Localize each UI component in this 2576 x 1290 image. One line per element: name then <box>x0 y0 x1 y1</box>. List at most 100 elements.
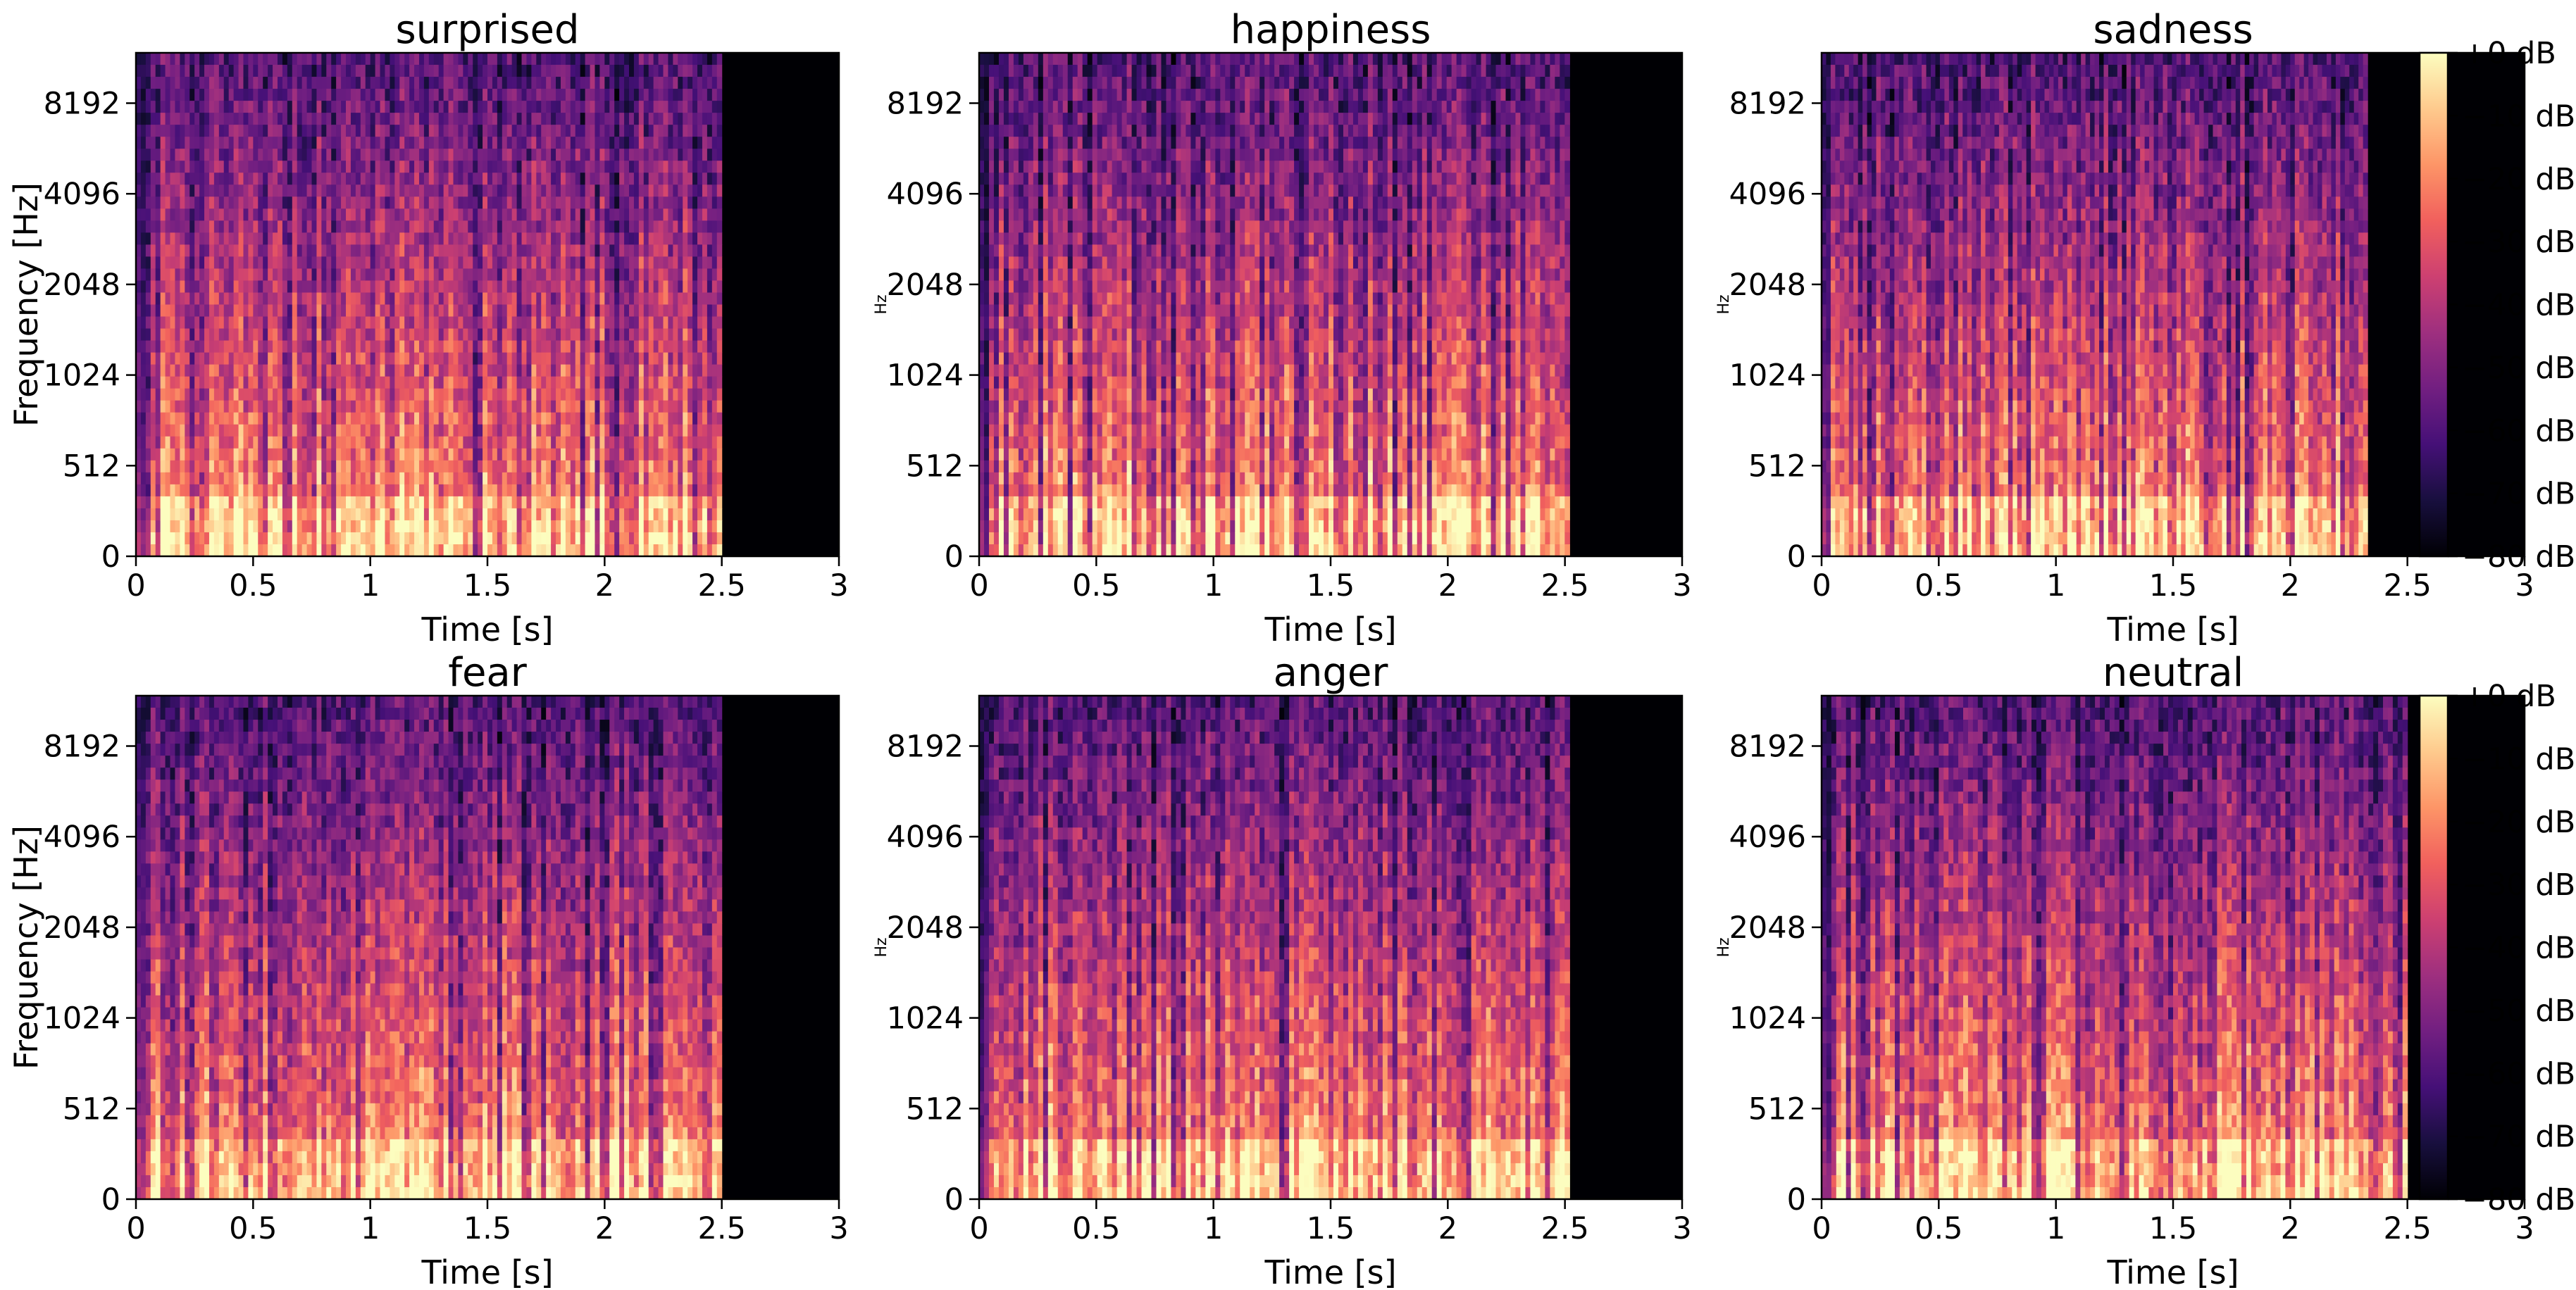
y-tick-label: 4096 <box>44 177 120 212</box>
x-tick-label: 1.5 <box>463 568 511 603</box>
colorbar-tick-label: +0 dB <box>2462 679 2556 714</box>
x-tick-label: 2 <box>595 1211 614 1246</box>
y-tick-label: 2048 <box>44 268 120 303</box>
colorbar-tick-label: −50 dB <box>2462 994 2575 1029</box>
panel-title: anger <box>1274 650 1389 696</box>
colorbar-tick-label: −50 dB <box>2462 351 2575 386</box>
y-tick-label: 0 <box>101 539 120 575</box>
x-tick-label: 2.5 <box>1541 1211 1588 1246</box>
y-tick-label: 0 <box>1787 1182 1806 1217</box>
spectrogram-image <box>136 53 723 557</box>
y-tick-label: 0 <box>1787 539 1806 575</box>
y-tick-label: 1024 <box>44 1001 120 1037</box>
x-axis-label: Time [s] <box>2106 1253 2239 1290</box>
colorbar-tick-label: −60 dB <box>2462 1056 2575 1091</box>
x-tick-label: 0 <box>969 568 988 603</box>
x-tick-label: 2 <box>1438 1211 1457 1246</box>
x-axis-label: Time [s] <box>421 610 553 649</box>
x-tick-label: 3 <box>2515 1211 2534 1246</box>
colorbar-tick-label: −30 dB <box>2462 868 2575 903</box>
x-tick-label: 1.5 <box>463 1211 511 1246</box>
x-tick-label: 1 <box>361 1211 380 1246</box>
colorbar-tick-label: −70 dB <box>2462 1120 2575 1155</box>
y-tick-label: 8192 <box>887 729 964 765</box>
y-tick-label: 1024 <box>887 358 964 394</box>
x-tick-label: 1 <box>2046 568 2065 603</box>
y-tick-label: 8192 <box>1729 87 1806 122</box>
x-tick-label: 3 <box>1672 568 1691 603</box>
x-tick-label: 1 <box>1204 1211 1223 1246</box>
colorbar-tick-label: −40 dB <box>2462 931 2575 966</box>
y-tick-label: 8192 <box>887 87 964 122</box>
x-axis-label: Time [s] <box>421 1253 553 1290</box>
x-tick-label: 1.5 <box>2149 568 2197 603</box>
y-tick-label: 512 <box>1748 449 1806 484</box>
x-tick-label: 1 <box>361 568 380 603</box>
y-axis-label: Hz <box>1715 937 1733 957</box>
y-tick-label: 2048 <box>887 268 964 303</box>
x-tick-label: 0 <box>126 568 145 603</box>
spectrogram-panel-surprised: 0 0.5 1 1.5 2 2.5 3 0 512 1024 2048 4096 8192 surpris… <box>7 7 849 649</box>
y-tick-label: 8192 <box>44 729 120 765</box>
colorbar-tick-label: −70 dB <box>2462 477 2575 512</box>
x-tick-label: 1.5 <box>1307 568 1355 603</box>
panel-title: neutral <box>2103 650 2244 696</box>
y-tick-label: 2048 <box>1729 268 1806 303</box>
spectrogram-image <box>1822 53 2368 557</box>
spectrogram-image <box>1822 696 2408 1200</box>
x-tick-label: 2.5 <box>697 1211 745 1246</box>
y-tick-label: 512 <box>906 1091 964 1127</box>
x-tick-label: 2.5 <box>2383 1211 2431 1246</box>
x-tick-label: 0.5 <box>1915 568 1962 603</box>
y-tick-label: 2048 <box>887 910 964 946</box>
panel-title: fear <box>448 650 527 696</box>
y-axis-label: Frequency [Hz] <box>7 182 45 427</box>
spectrogram-panel-happiness: 0 0.5 1 1.5 2 2.5 3 0 512 1024 2048 4096 8192 happine… <box>873 7 1692 649</box>
y-axis-label: Hz <box>1715 294 1733 314</box>
colorbar-tick-label: −80 dB <box>2462 1182 2575 1217</box>
x-tick-label: 2.5 <box>697 568 745 603</box>
spectrogram-image <box>979 696 1570 1200</box>
y-tick-label: 1024 <box>44 358 120 394</box>
x-tick-label: 0.5 <box>229 568 277 603</box>
x-tick-label: 2 <box>595 568 614 603</box>
colorbar-1: +0 dB −10 dB −20 dB −30 dB −40 dB −50 dB −60 d… <box>2418 36 2575 575</box>
y-tick-label: 2048 <box>1729 910 1806 946</box>
colorbar-tick-label: +0 dB <box>2462 36 2556 71</box>
panel-title: happiness <box>1231 7 1431 53</box>
x-tick-label: 0.5 <box>1915 1211 1962 1246</box>
colorbar-tick-label: −30 dB <box>2462 225 2575 260</box>
spectrogram-panel-neutral: 0 0.5 1 1.5 2 2.5 3 0 512 1024 2048 4096 8192 neutral… <box>1715 650 2534 1290</box>
y-tick-label: 512 <box>1748 1091 1806 1127</box>
x-tick-label: 1 <box>1204 568 1223 603</box>
x-tick-label: 0 <box>1812 1211 1831 1246</box>
colorbar-tick-label: −10 dB <box>2462 741 2575 777</box>
y-tick-label: 512 <box>906 449 964 484</box>
x-tick-label: 2 <box>1438 568 1457 603</box>
y-tick-label: 0 <box>101 1182 120 1217</box>
y-axis-label: Hz <box>873 937 890 957</box>
y-tick-label: 4096 <box>887 820 964 855</box>
x-tick-label: 0 <box>126 1211 145 1246</box>
spectrogram-image <box>136 696 723 1200</box>
x-tick-label: 2.5 <box>2383 568 2431 603</box>
x-tick-label: 3 <box>829 1211 848 1246</box>
x-axis-label: Time [s] <box>2106 610 2239 649</box>
colorbar-gradient <box>2420 53 2448 556</box>
x-tick-label: 1.5 <box>2149 1211 2197 1246</box>
x-tick-label: 3 <box>829 568 848 603</box>
spectrogram-panel-fear: 0 0.5 1 1.5 2 2.5 3 0 512 1024 2048 4096 8192 fear Tim… <box>7 650 849 1290</box>
colorbar-tick-label: −60 dB <box>2462 413 2575 449</box>
colorbar-tick-label: −20 dB <box>2462 805 2575 840</box>
y-tick-label: 4096 <box>887 177 964 212</box>
x-tick-label: 2.5 <box>1541 568 1588 603</box>
y-tick-label: 2048 <box>44 910 120 946</box>
y-axis-label: Hz <box>873 294 890 314</box>
x-tick-label: 0 <box>969 1211 988 1246</box>
x-axis-label: Time [s] <box>1264 1253 1396 1290</box>
y-tick-label: 1024 <box>1729 1001 1806 1037</box>
x-tick-label: 2 <box>2281 568 2300 603</box>
y-tick-label: 4096 <box>1729 177 1806 212</box>
y-tick-label: 8192 <box>1729 729 1806 765</box>
